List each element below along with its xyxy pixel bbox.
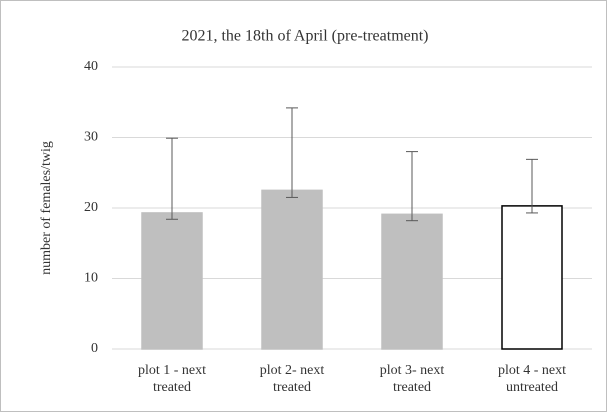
x-tick-label: treated <box>393 380 431 395</box>
x-tick-label: treated <box>273 380 311 395</box>
bar <box>141 212 203 350</box>
x-tick-label: plot 4 - next <box>498 363 566 378</box>
y-tick-label: 30 <box>84 130 98 145</box>
y-tick-label: 0 <box>91 341 98 356</box>
x-tick-label: plot 3- next <box>380 363 445 378</box>
x-tick-label: plot 2- next <box>260 363 325 378</box>
y-tick-label: 20 <box>84 200 98 215</box>
bar <box>261 189 323 350</box>
x-tick-label: untreated <box>506 380 558 395</box>
bar <box>381 213 443 350</box>
y-axis-label: number of females/twig <box>39 141 54 275</box>
x-tick-label: treated <box>153 380 191 395</box>
x-tick-label: plot 1 - next <box>138 363 206 378</box>
y-tick-label: 40 <box>84 59 98 74</box>
y-tick-label: 10 <box>84 271 98 286</box>
bar <box>501 205 563 350</box>
chart-title: 2021, the 18th of April (pre-treatment) <box>181 28 428 45</box>
